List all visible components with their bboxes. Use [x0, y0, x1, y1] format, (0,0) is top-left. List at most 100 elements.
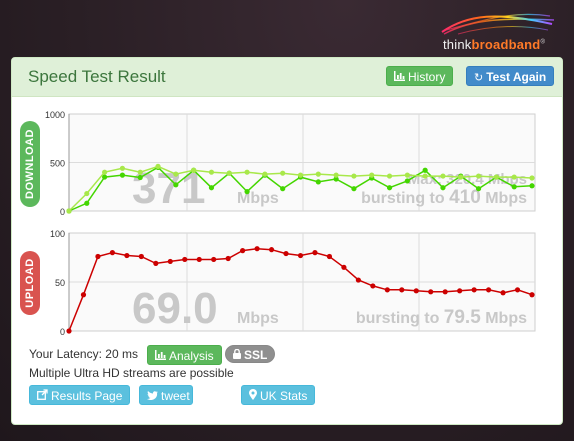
download-series-1-point	[458, 174, 464, 180]
upload-series-0-point	[384, 287, 390, 293]
latency-text: Your Latency: 20 ms	[29, 347, 138, 361]
logo-text-broadband: broadband	[471, 37, 541, 52]
upload-series-0-point	[514, 287, 521, 293]
upload-series-0-point	[471, 287, 477, 293]
download-series-0-point	[208, 185, 215, 191]
download-burst-value: 410	[449, 187, 481, 208]
upload-series-0-point	[341, 264, 347, 270]
upload-series-0-point	[268, 247, 275, 253]
ssl-badge[interactable]: SSL	[225, 345, 276, 365]
upload-series-0-point	[95, 253, 101, 260]
tweet-button[interactable]: tweet	[139, 385, 193, 405]
download-series-1-point	[173, 171, 179, 177]
upload-series-0-point	[283, 250, 289, 257]
logo-registered-mark: ®	[540, 39, 546, 46]
analysis-button[interactable]: Analysis	[147, 345, 222, 365]
upload-series-0-point	[66, 328, 72, 334]
download-series-1-point	[66, 208, 72, 214]
download-series-0-point	[351, 186, 357, 192]
download-y-tick-label: 0	[60, 207, 65, 217]
upload-y-tick-label: 50	[55, 278, 65, 288]
download-series-0-point	[529, 183, 535, 189]
download-side-label: DOWNLOAD	[20, 121, 40, 207]
download-series-1-point	[297, 172, 304, 178]
lock-icon	[233, 347, 241, 365]
download-series-0-point	[119, 172, 126, 178]
download-series-1-point	[386, 173, 393, 179]
upload-series-0-point	[254, 246, 260, 252]
speed-test-result-panel: Speed Test Result History ↻ Test Again DO…	[11, 57, 563, 425]
upload-series-0-point	[196, 256, 202, 263]
ssl-badge-label: SSL	[244, 348, 268, 362]
logo-swirl-graphic	[441, 13, 555, 35]
history-button[interactable]: History	[386, 66, 454, 88]
upload-series-0-point	[138, 253, 144, 260]
upload-series-0-point	[370, 283, 376, 289]
bar-chart-icon	[155, 347, 166, 367]
download-series-1-point	[155, 163, 161, 169]
download-series-0-point	[173, 182, 179, 188]
panel-header: Speed Test Result History ↻ Test Again	[12, 58, 562, 97]
upload-burst-unit: Mbps	[481, 310, 527, 327]
upload-series-0-point	[399, 287, 405, 293]
download-series-0-point	[333, 176, 339, 182]
upload-burst-text: bursting to 79.5 Mbps	[356, 307, 527, 328]
download-series-0-point	[422, 167, 428, 173]
upload-series-0-point	[182, 256, 188, 263]
download-series-1-point	[244, 169, 250, 175]
upload-speed-unit: Mbps	[237, 310, 279, 327]
download-series-0-point	[102, 174, 108, 180]
download-series-0-point	[244, 189, 250, 195]
upload-series-0-point	[457, 288, 463, 294]
download-series-1-point	[208, 169, 215, 175]
upload-series-0-point	[529, 292, 535, 298]
download-burst-unit: Mbps	[481, 190, 527, 207]
upload-series-0-point	[485, 287, 492, 293]
download-series-1-point	[119, 165, 126, 171]
download-series-1-point	[493, 174, 499, 180]
download-burst-prefix: bursting to	[361, 190, 449, 207]
download-series-0-point	[511, 184, 517, 190]
download-series-0-point	[404, 178, 410, 184]
results-page-button[interactable]: Results Page	[29, 385, 131, 407]
upload-series-0-point	[312, 250, 318, 256]
download-burst-text: bursting to 410 Mbps	[361, 187, 527, 208]
download-series-1-point	[226, 170, 232, 176]
upload-series-0-point	[80, 292, 87, 298]
upload-speed-value: 69.0	[132, 284, 218, 333]
external-link-icon	[37, 387, 48, 407]
refresh-icon: ↻	[474, 72, 484, 84]
streams-text: Multiple Ultra HD streams are possible	[29, 366, 234, 380]
upload-series-0-point	[211, 256, 217, 263]
download-series-1-point	[280, 170, 286, 176]
bar-chart-icon	[394, 68, 405, 88]
upload-series-0-point	[109, 250, 116, 256]
logo-text-think: think	[443, 37, 472, 52]
results-page-button-label: Results Page	[51, 389, 123, 403]
upload-y-tick-label: 0	[60, 327, 65, 337]
download-series-1-point	[404, 172, 410, 178]
panel-title: Speed Test Result	[28, 67, 166, 86]
download-series-1-point	[84, 190, 90, 197]
download-series-0-point	[315, 179, 321, 185]
download-series-1-point	[191, 167, 197, 173]
test-again-button[interactable]: ↻ Test Again	[466, 66, 555, 86]
upload-series-0-point	[326, 253, 333, 260]
upload-y-tick-label: 100	[50, 229, 65, 239]
download-series-0-point	[280, 186, 286, 192]
download-series-1-point	[369, 172, 375, 178]
uk-stats-button[interactable]: UK Stats	[241, 385, 316, 407]
history-button-label: History	[408, 70, 446, 84]
upload-burst-prefix: bursting to	[356, 310, 444, 327]
download-series-1-point	[351, 173, 357, 179]
tweet-button-label: tweet	[161, 389, 190, 403]
download-series-0-point	[475, 186, 482, 192]
download-series-1-point	[475, 173, 482, 179]
download-series-1-point	[440, 173, 446, 179]
upload-series-0-point	[240, 248, 246, 254]
download-series-0-point	[137, 174, 143, 181]
map-marker-icon	[249, 387, 257, 407]
upload-side-label: UPLOAD	[20, 251, 40, 315]
download-series-1-point	[333, 172, 339, 178]
